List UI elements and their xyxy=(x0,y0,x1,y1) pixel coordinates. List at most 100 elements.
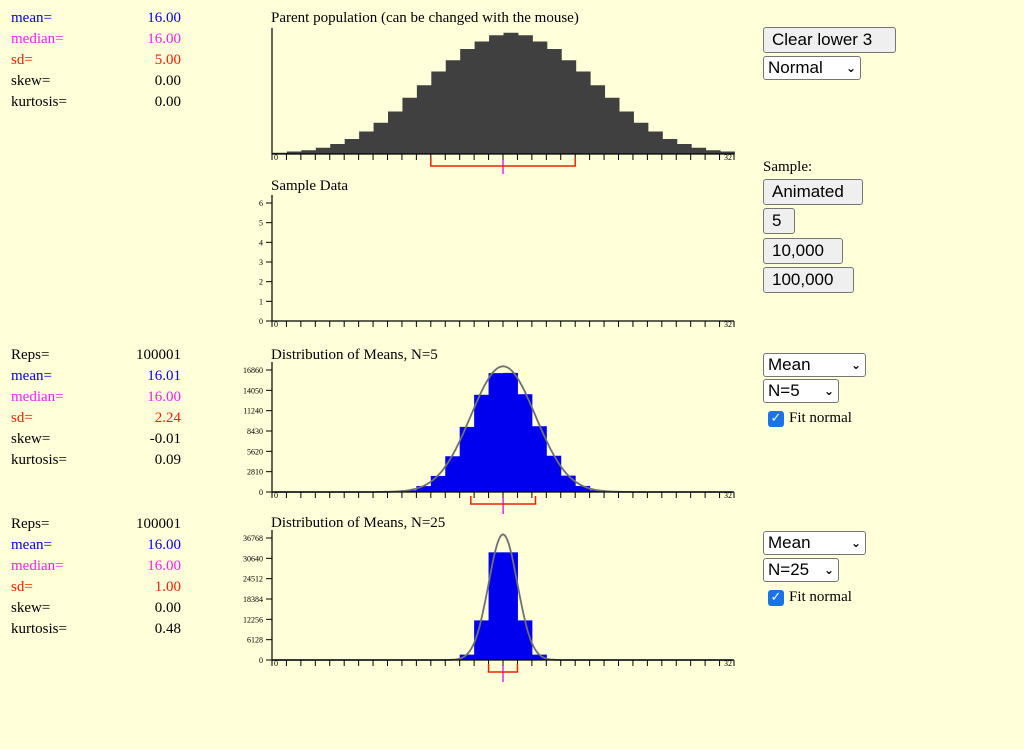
dist-bar xyxy=(531,654,547,660)
dist1-sd-value: 2.24 xyxy=(154,410,181,426)
x-min-label: 0 xyxy=(274,659,278,668)
skew-label: skew= xyxy=(11,600,51,616)
dist-bar xyxy=(503,552,518,660)
parent-bar xyxy=(315,147,331,154)
y-tick-label: 6 xyxy=(259,199,263,208)
dist-bar xyxy=(517,620,533,660)
dist2-chart: 0 6128 12256 18384 24512 30640 36768 0 32 xyxy=(243,530,735,682)
dist1-kurtosis-value: 0.09 xyxy=(154,452,181,468)
dist2-reps-value: 100001 xyxy=(136,516,181,532)
parent-bar xyxy=(286,151,302,154)
median-label: median= xyxy=(11,558,64,574)
parent-bar xyxy=(662,139,678,154)
dist1-mean-value: 16.01 xyxy=(147,368,181,384)
sd-label: sd= xyxy=(11,52,33,68)
dist1-chart: 0 2810 5620 8430 11240 14050 16860 0 32 xyxy=(243,362,735,514)
parent-mean-value: 16.00 xyxy=(147,10,181,26)
dist1-stats: Reps= 100001 mean= 16.01 median= 16.00 sd= 2… xyxy=(11,345,181,471)
kurtosis-label: kurtosis= xyxy=(11,94,67,110)
dist-bar xyxy=(589,490,605,492)
dist1-fit-label: Fit normal xyxy=(789,410,852,426)
parent-bar xyxy=(503,32,519,154)
median-label: median= xyxy=(11,389,64,405)
y-tick-label: 0 xyxy=(259,317,263,326)
parent-bar xyxy=(330,144,346,154)
parent-bar xyxy=(344,139,360,154)
parent-bar xyxy=(445,60,461,154)
dist1-statistic-value: Mean xyxy=(768,355,811,374)
dist1-fit-normal[interactable]: ✓ Fit normal xyxy=(768,410,852,427)
dist-bar xyxy=(416,486,432,492)
dist2-sd-value: 1.00 xyxy=(154,579,181,595)
parent-bar xyxy=(402,97,418,154)
dist1-median-value: 16.00 xyxy=(147,389,181,405)
mean-label: mean= xyxy=(11,368,52,384)
dist1-n-value: N=5 xyxy=(768,381,800,400)
checkbox-checked-icon[interactable]: ✓ xyxy=(768,589,784,606)
parent-bar xyxy=(705,150,721,154)
sample-5-button[interactable]: 5 xyxy=(763,208,795,234)
dist-bar xyxy=(575,485,591,492)
dist-bar xyxy=(488,373,504,492)
chevron-down-icon: ⌄ xyxy=(850,358,861,372)
parent-bar xyxy=(575,71,591,154)
dist-bar xyxy=(459,426,475,492)
sample-100000-button[interactable]: 100,000 xyxy=(763,267,854,293)
dist2-fit-label: Fit normal xyxy=(789,589,852,605)
dist1-title: Distribution of Means, N=5 xyxy=(271,347,438,363)
x-min-label: 0 xyxy=(274,153,278,162)
dist2-n-select[interactable]: N=25 ⌄ xyxy=(763,558,839,582)
parent-bar xyxy=(590,85,606,154)
dist2-median-value: 16.00 xyxy=(147,558,181,574)
shape-select[interactable]: Normal ⌄ xyxy=(763,56,861,80)
checkbox-checked-icon[interactable]: ✓ xyxy=(768,410,784,427)
parent-bar xyxy=(691,147,707,154)
parent-bar xyxy=(517,35,533,154)
kurtosis-label: kurtosis= xyxy=(11,452,67,468)
dist1-reps-value: 100001 xyxy=(136,347,181,363)
parent-bar xyxy=(474,41,490,154)
parent-bar xyxy=(373,122,389,154)
x-max-label: 32 xyxy=(724,320,732,329)
y-tick-label: 16860 xyxy=(243,366,263,375)
dist1-statistic-select[interactable]: Mean ⌄ xyxy=(763,353,866,377)
chevron-down-icon: ⌄ xyxy=(823,384,834,398)
y-tick-label: 24512 xyxy=(243,575,263,584)
median-label: median= xyxy=(11,31,64,47)
parent-bar xyxy=(546,49,562,154)
parent-kurtosis-value: 0.00 xyxy=(154,94,181,110)
y-tick-label: 12256 xyxy=(243,615,263,624)
y-tick-label: 8430 xyxy=(247,427,263,436)
parent-bar xyxy=(416,85,432,154)
parent-bar xyxy=(359,131,375,154)
sample-10000-button[interactable]: 10,000 xyxy=(763,238,843,264)
skew-label: skew= xyxy=(11,73,51,89)
dist-bar xyxy=(488,552,504,660)
x-max-label: 32 xyxy=(724,659,732,668)
dist2-statistic-select[interactable]: Mean ⌄ xyxy=(763,531,866,555)
x-min-label: 0 xyxy=(274,491,278,500)
skew-label: skew= xyxy=(11,431,51,447)
parent-bar xyxy=(676,144,692,154)
dist2-kurtosis-value: 0.48 xyxy=(154,621,181,637)
y-tick-label: 4 xyxy=(259,238,263,247)
parent-bar xyxy=(720,151,735,154)
clear-lower-button[interactable]: Clear lower 3 xyxy=(763,27,896,53)
y-tick-label: 3 xyxy=(259,258,263,267)
animated-button[interactable]: Animated xyxy=(763,179,863,205)
parent-bar xyxy=(647,131,663,154)
dist-bar xyxy=(430,475,446,492)
dist-bar xyxy=(560,475,576,492)
parent-skew-value: 0.00 xyxy=(154,73,181,89)
parent-title: Parent population (can be changed with t… xyxy=(271,10,579,26)
parent-bar xyxy=(604,97,620,154)
parent-bar xyxy=(431,71,447,154)
sample-title: Sample Data xyxy=(271,178,349,194)
dist2-fit-normal[interactable]: ✓ Fit normal xyxy=(768,589,852,606)
kurtosis-label: kurtosis= xyxy=(11,621,67,637)
y-tick-label: 6128 xyxy=(247,636,263,645)
parent-population-chart[interactable]: 0 32 xyxy=(262,28,742,174)
y-tick-label: 11240 xyxy=(243,407,263,416)
dist1-n-select[interactable]: N=5 ⌄ xyxy=(763,379,839,403)
dist2-title: Distribution of Means, N=25 xyxy=(271,515,446,531)
